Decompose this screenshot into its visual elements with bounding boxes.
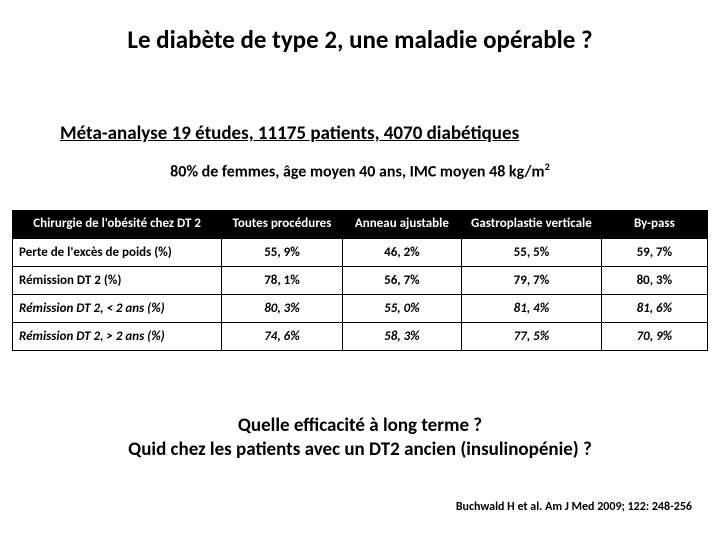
cell-value: 46, 2% bbox=[342, 238, 461, 266]
cell-value: 81, 4% bbox=[462, 294, 602, 322]
cell-value: 81, 6% bbox=[601, 294, 707, 322]
results-table: Chirurgie de l'obésité chez DT 2 Toutes … bbox=[12, 210, 708, 351]
cell-value: 79, 7% bbox=[462, 266, 602, 294]
slide-title: Le diabète de type 2, une maladie opérab… bbox=[0, 24, 720, 55]
slide-subnote: 80% de femmes, âge moyen 40 ans, IMC moy… bbox=[60, 160, 660, 181]
slide-subtitle: Méta-analyse 19 études, 11175 patients, … bbox=[60, 122, 660, 145]
cell-value: 58, 3% bbox=[342, 322, 461, 350]
question-line-2: Quid chez les patients avec un DT2 ancie… bbox=[128, 438, 592, 461]
table-header-cell: Anneau ajustable bbox=[342, 211, 461, 239]
table-header-cell: Toutes procédures bbox=[222, 211, 342, 239]
question-block: Quelle efficacité à long terme ? Quid ch… bbox=[0, 414, 720, 462]
cell-value: 59, 7% bbox=[601, 238, 707, 266]
cell-value: 78, 1% bbox=[222, 266, 342, 294]
row-label: Rémission DT 2 (%) bbox=[13, 266, 222, 294]
row-label: Rémission DT 2, < 2 ans (%) bbox=[13, 294, 222, 322]
question-line-1: Quelle efficacité à long terme ? bbox=[238, 414, 482, 437]
table-header-cell: Gastroplastie verticale bbox=[462, 211, 602, 239]
table-header-row: Chirurgie de l'obésité chez DT 2 Toutes … bbox=[13, 211, 708, 239]
cell-value: 80, 3% bbox=[222, 294, 342, 322]
cell-value: 70, 9% bbox=[601, 322, 707, 350]
row-label: Rémission DT 2, > 2 ans (%) bbox=[13, 322, 222, 350]
cell-value: 80, 3% bbox=[601, 266, 707, 294]
table-header-cell: By-pass bbox=[601, 211, 707, 239]
table-row: Rémission DT 2, > 2 ans (%)74, 6%58, 3%7… bbox=[13, 322, 708, 350]
cell-value: 55, 9% bbox=[222, 238, 342, 266]
table-row: Perte de l'excès de poids (%)55, 9%46, 2… bbox=[13, 238, 708, 266]
row-label: Perte de l'excès de poids (%) bbox=[13, 238, 222, 266]
cell-value: 74, 6% bbox=[222, 322, 342, 350]
slide: Le diabète de type 2, une maladie opérab… bbox=[0, 0, 720, 540]
cell-value: 55, 5% bbox=[462, 238, 602, 266]
table-row: Rémission DT 2 (%)78, 1%56, 7%79, 7%80, … bbox=[13, 266, 708, 294]
cell-value: 77, 5% bbox=[462, 322, 602, 350]
table-body: Perte de l'excès de poids (%)55, 9%46, 2… bbox=[13, 238, 708, 350]
table-header-cell: Chirurgie de l'obésité chez DT 2 bbox=[13, 211, 222, 239]
reference-citation: Buchwald H et al. Am J Med 2009; 122: 24… bbox=[456, 500, 692, 514]
cell-value: 55, 0% bbox=[342, 294, 461, 322]
cell-value: 56, 7% bbox=[342, 266, 461, 294]
table-row: Rémission DT 2, < 2 ans (%)80, 3%55, 0%8… bbox=[13, 294, 708, 322]
